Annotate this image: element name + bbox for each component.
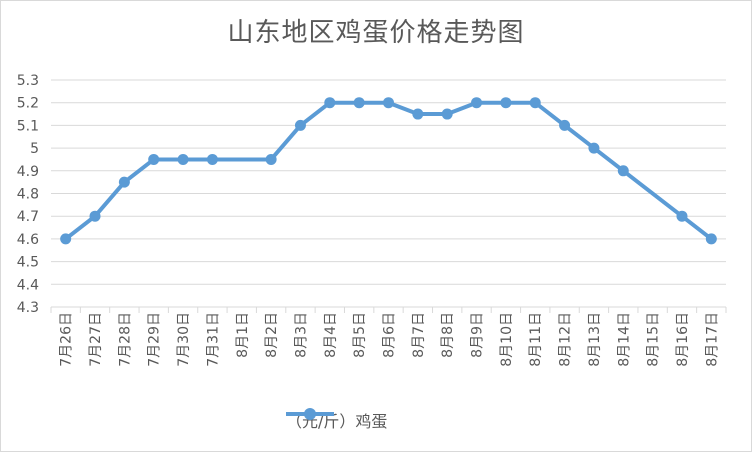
- data-point: [383, 97, 394, 109]
- data-point: [353, 97, 365, 109]
- x-tick-label: 8月9日: [470, 312, 486, 358]
- data-point: [206, 153, 218, 165]
- x-tick-label: 8月5日: [352, 312, 368, 358]
- x-tick-label: 8月8日: [440, 312, 456, 358]
- y-tick-label: 5.2: [17, 96, 39, 112]
- x-tick-label: 8月16日: [675, 312, 691, 367]
- x-tick-label: 8月2日: [264, 312, 280, 358]
- y-tick-label: 4.6: [17, 232, 39, 248]
- x-tick-label: 8月12日: [558, 312, 574, 367]
- x-tick-label: 7月27日: [88, 312, 104, 367]
- y-tick-label: 4.9: [17, 164, 39, 180]
- data-point: [148, 153, 160, 165]
- y-tick-label: 4.5: [17, 255, 39, 271]
- x-tick-label: 8月13日: [587, 312, 603, 367]
- y-tick-label: 5: [30, 141, 39, 157]
- data-point: [89, 210, 101, 222]
- x-tick-label: 7月28日: [117, 312, 133, 367]
- x-tick-label: 8月7日: [411, 312, 427, 358]
- data-point: [500, 97, 512, 109]
- x-tick-label: 7月30日: [176, 312, 192, 367]
- data-point: [471, 97, 483, 109]
- x-tick-label: 8月6日: [382, 312, 398, 358]
- y-tick-label: 5.3: [17, 73, 39, 89]
- y-tick-label: 4.3: [17, 300, 39, 316]
- y-tick-label: 4.8: [17, 187, 39, 203]
- data-point: [265, 153, 277, 165]
- y-tick-label: 5.1: [17, 118, 39, 134]
- x-tick-label: 8月4日: [323, 312, 339, 358]
- y-tick-label: 4.7: [17, 209, 39, 225]
- x-tick-label: 7月31日: [205, 312, 221, 367]
- x-tick-label: 8月11日: [528, 312, 544, 367]
- data-point: [559, 119, 571, 131]
- data-point: [705, 233, 717, 245]
- data-point: [60, 233, 72, 245]
- chart-title: 山东地区鸡蛋价格走势图: [227, 18, 525, 48]
- data-point: [177, 153, 189, 165]
- data-point: [324, 97, 336, 109]
- data-point: [617, 165, 629, 177]
- data-point: [588, 142, 600, 154]
- x-tick-label: 7月29日: [147, 312, 163, 367]
- data-point: [441, 108, 453, 120]
- data-point: [676, 210, 688, 222]
- data-point: [412, 108, 424, 120]
- legend-marker: [286, 408, 334, 420]
- x-tick-label: 8月3日: [293, 312, 309, 358]
- data-point: [529, 97, 541, 109]
- x-tick-label: 8月17日: [704, 312, 720, 367]
- data-point: [294, 119, 306, 131]
- y-tick-label: 4.4: [17, 277, 39, 293]
- data-point: [118, 176, 130, 188]
- x-tick-label: 8月10日: [499, 312, 515, 367]
- x-tick-label: 8月1日: [235, 312, 251, 358]
- legend: （元/斤）鸡蛋: [286, 406, 387, 434]
- x-tick-label: 7月26日: [59, 312, 75, 367]
- x-tick-label: 8月14日: [616, 312, 632, 367]
- x-tick-label: 8月15日: [646, 312, 662, 367]
